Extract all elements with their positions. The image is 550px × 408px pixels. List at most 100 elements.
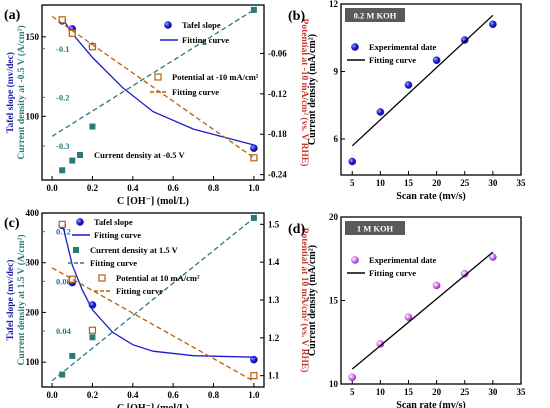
y-axis-right: -0.06 -0.12 -0.18 -0.24 Potential at -10 mA/… <box>260 19 310 180</box>
y-axis: 10 15 20 Current density (mA/cm²) <box>307 212 345 389</box>
legend-label: Fitting curve <box>116 286 163 296</box>
x-tick-label: 20 <box>432 178 442 188</box>
series-line <box>51 15 255 159</box>
legend-marker <box>76 218 84 226</box>
x-tick-label: 10 <box>376 387 386 397</box>
legend-label: Current density at 1.5 V <box>90 245 179 255</box>
data-point <box>460 269 469 278</box>
panel-label: (b) <box>288 9 305 24</box>
x-tick-label: 0.2 <box>87 390 99 400</box>
data-point <box>489 20 497 29</box>
legend-label: Fitting curve <box>90 258 137 268</box>
legend-label: Fitting curve <box>369 55 416 65</box>
data-point <box>89 123 96 130</box>
series-fitting-curve <box>51 217 255 382</box>
x-tick-label: 0.4 <box>127 183 139 193</box>
data-point <box>376 340 385 348</box>
plot-frame <box>340 216 522 385</box>
legend: Experimental date Fitting curve <box>347 255 437 278</box>
plot-frame <box>340 3 522 176</box>
y-axis-right: 1.1 1.2 1.3 1.4 1.5 Potential at 10 mA/cm² (v… <box>260 219 310 381</box>
series-fitting-curve <box>351 251 494 370</box>
x-axis: 0.0 0.2 0.4 0.6 0.8 1.0 C [OH⁻] (mol/L) <box>46 383 260 408</box>
y-tick-label: -0.24 <box>268 170 287 180</box>
data-point <box>89 334 96 341</box>
series-current-density-at-1-5-v <box>59 214 257 378</box>
series-fitting-curve <box>51 267 255 382</box>
legend-entry: Tafel slope <box>164 20 221 30</box>
data-point <box>69 157 76 164</box>
legend-marker <box>351 43 359 51</box>
y-axis-title-line: Tafel slope (mv/dec) <box>5 260 16 341</box>
y-tick-label: 200 <box>26 307 40 317</box>
x-tick-label: 0.6 <box>168 390 180 400</box>
legend-entry: Fitting curve <box>150 87 219 97</box>
legend-entry: Fitting curve <box>347 268 416 278</box>
y-tick-label: 1.5 <box>268 219 280 229</box>
x-axis-title: Scan rate (mv/s) <box>396 191 465 202</box>
data-point <box>432 56 441 65</box>
panel-label: (c) <box>4 216 20 231</box>
x-tick-label: 0.4 <box>127 390 139 400</box>
series-line <box>351 14 494 147</box>
data-point <box>404 81 413 89</box>
x-tick-label: 25 <box>460 387 470 397</box>
x-axis: 5 10 15 20 25 30 35 Scan rate (mv/s) <box>350 380 526 408</box>
y-axis: 6 9 12 Current density (mA/cm²) <box>307 0 345 145</box>
data-point <box>88 326 97 334</box>
series-experimental-date <box>348 253 497 382</box>
panel-d: (d) 5 10 15 20 25 30 35 Scan rate (mv/s) 10 15 20 Cu… <box>288 212 526 408</box>
y-tick-label: 9 <box>334 67 339 77</box>
y-tick-label: 100 <box>26 111 40 121</box>
data-point <box>250 372 258 380</box>
series-line <box>61 222 254 358</box>
y-tick-label: 20 <box>329 212 339 222</box>
legend-label: Experimental date <box>369 42 437 52</box>
data-point <box>250 154 258 162</box>
panel-b: (b) 5 10 15 20 25 30 35 Scan rate (mv/s) 6 9 12 Curr… <box>288 0 526 202</box>
series-current-density-at-0-5-v <box>59 6 257 174</box>
data-point <box>69 352 76 359</box>
y-axis-title-line: Current density at -0.5 V (A/cm²) <box>16 25 27 159</box>
legend-marker <box>351 256 359 264</box>
x-tick-label: 35 <box>517 178 527 188</box>
legend-label: Potential at 10 mA/cm² <box>116 273 200 283</box>
y-tick-label: 1.1 <box>268 371 280 381</box>
legend-entry: Current density at -0.5 V <box>77 150 185 160</box>
x-axis: 0.0 0.2 0.4 0.6 0.8 1.0 C [OH⁻] (mol/L) <box>46 176 260 207</box>
y-tick-label: -0.12 <box>268 89 287 99</box>
inner-tick-label: -0.3 <box>56 141 69 151</box>
y-axis-title: Current density (mA/cm²) <box>307 34 318 145</box>
x-tick-label: 15 <box>404 178 414 188</box>
x-tick-label: 30 <box>488 387 498 397</box>
panel-c: (c) 0.0 0.2 0.4 0.6 0.8 1.0 C [OH⁻] (mol/L) 100 2… <box>4 208 310 408</box>
series-fitting-curve <box>61 222 254 358</box>
legend: Tafel slope Fitting curve Potential at -10… <box>77 20 259 160</box>
legend-entry: Potential at -10 mA/cm² <box>154 72 259 82</box>
y-tick-label: -0.06 <box>268 48 287 58</box>
x-tick-label: 1.0 <box>248 390 260 400</box>
x-axis-title: C [OH⁻] (mol/L) <box>117 403 189 408</box>
legend-entry: Experimental date <box>351 42 437 52</box>
legend-label: Potential at -10 mA/cm² <box>172 72 259 82</box>
legend-marker <box>77 152 83 158</box>
y-tick-label: 12 <box>329 0 339 9</box>
legend-marker <box>73 247 79 253</box>
condition-tag: 0.2 M KOH <box>345 8 405 22</box>
x-tick-label: 15 <box>404 387 414 397</box>
x-tick-label: 0.8 <box>208 390 220 400</box>
y-axis-title-line: Tafel slope (mv/dec) <box>5 52 16 133</box>
legend-entry: Current density at 1.5 V <box>73 245 179 255</box>
data-point <box>250 144 258 152</box>
legend-entry: Potential at 10 mA/cm² <box>98 273 200 283</box>
inner-tick-label: -0.1 <box>56 44 69 54</box>
y-axis-title: Current density (mA/cm²) <box>307 245 318 356</box>
legend-entry: Fitting curve <box>72 230 141 240</box>
x-tick-label: 20 <box>432 387 442 397</box>
plot-frame <box>41 4 265 181</box>
x-tick-label: 1.0 <box>248 183 260 193</box>
y-axis-right-title: Potential at 10 mA/cm² (vs. V RHE) <box>299 228 310 373</box>
panel-a: (a)0.0 0.2 0.4 0.6 0.8 1.0C [OH⁻] (mol/L)1001… <box>4 4 310 207</box>
y-tick-label: 6 <box>334 134 339 144</box>
